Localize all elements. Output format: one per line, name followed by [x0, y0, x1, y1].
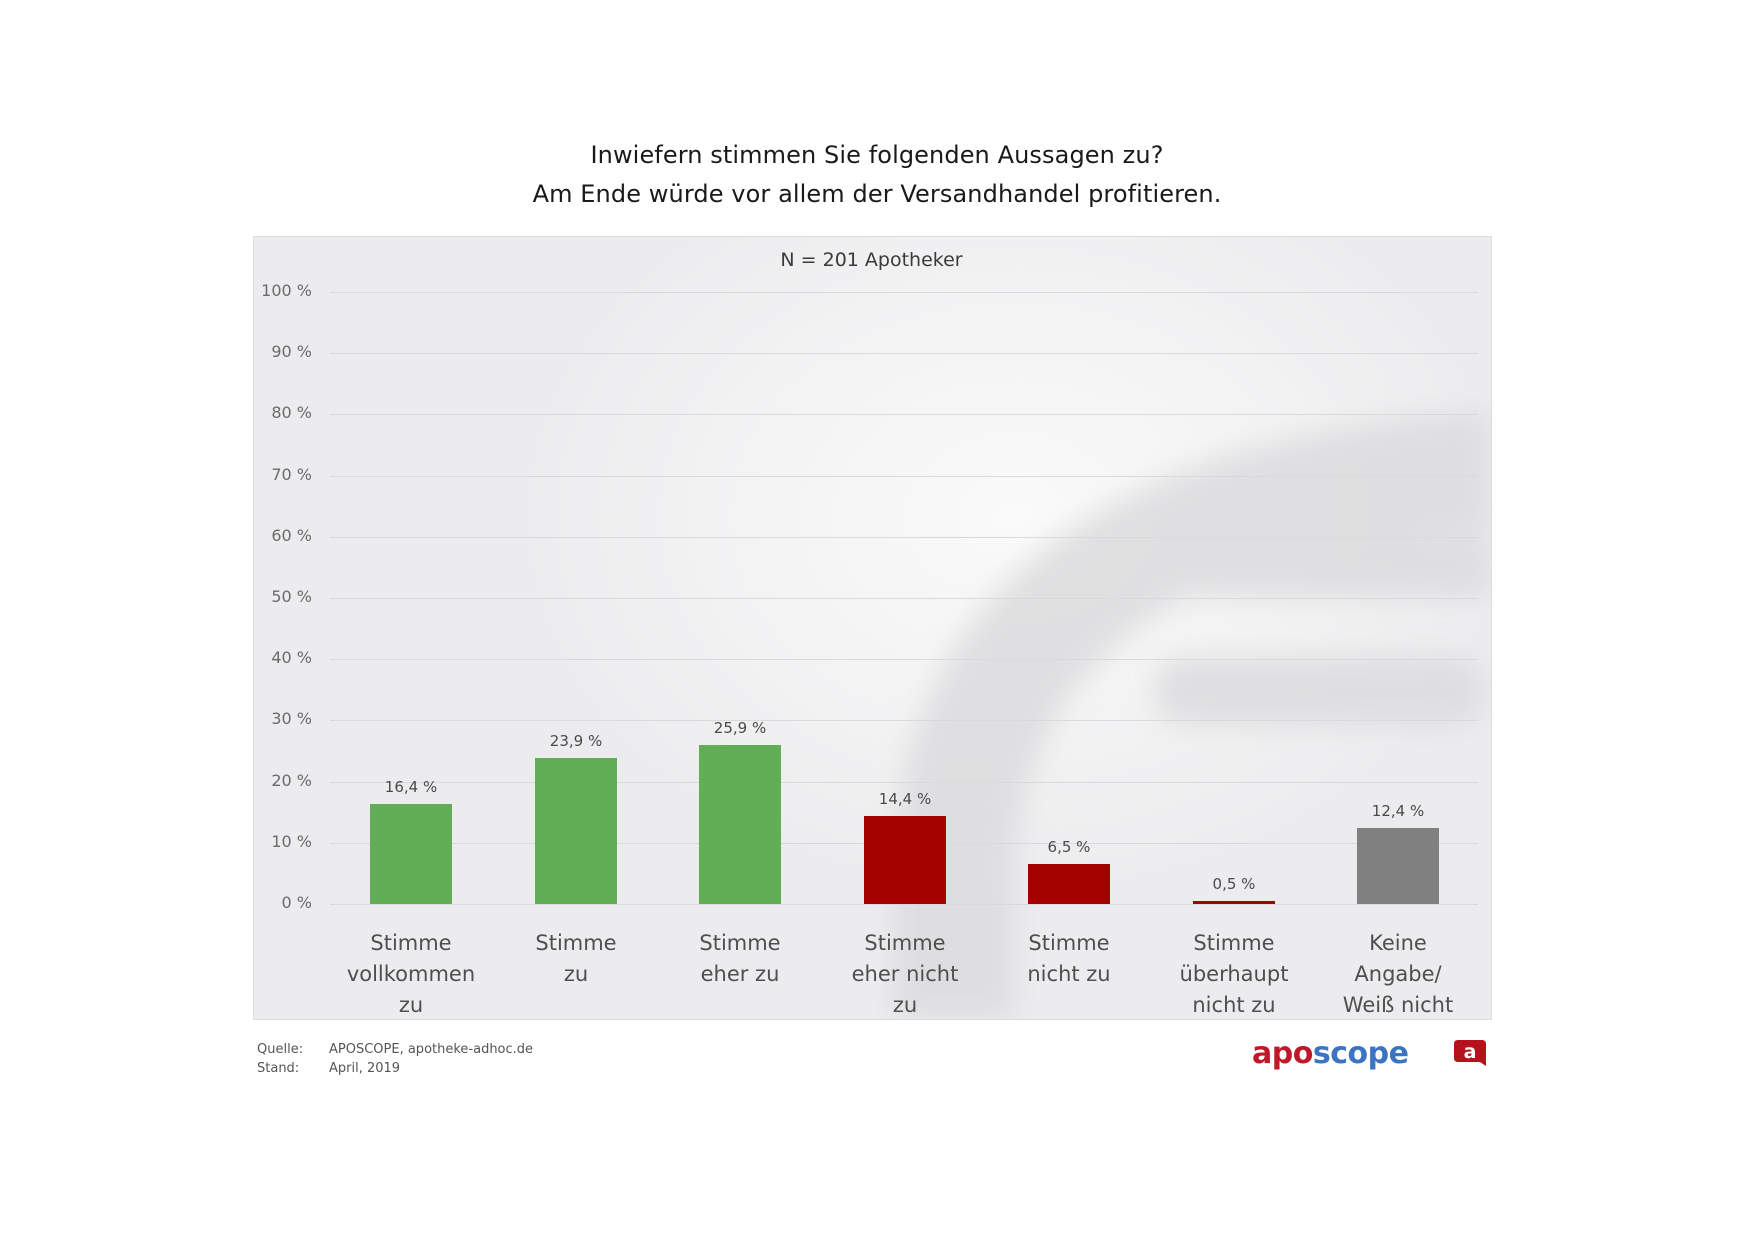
x-category-label: Stimme vollkommen zu [346, 931, 476, 1017]
gridline [330, 476, 1478, 477]
y-tick-label: 90 % [271, 342, 312, 361]
y-tick-label: 20 % [271, 771, 312, 790]
bar [1193, 901, 1275, 904]
data-label: 6,5 % [1047, 838, 1091, 856]
gridline [330, 292, 1478, 293]
source-label: Quelle: [257, 1042, 304, 1057]
bar [1357, 828, 1439, 904]
y-tick-label: 40 % [271, 648, 312, 667]
x-category-label: Stimme eher nicht zu [851, 931, 959, 1017]
bar [699, 745, 781, 904]
gridline [330, 659, 1478, 660]
logo-part-apo: apo [1252, 1036, 1313, 1071]
gridline [330, 414, 1478, 415]
y-tick-label: 30 % [271, 709, 312, 728]
source-value: APOSCOPE, apotheke-adhoc.de [329, 1042, 534, 1057]
chart-title-line-1: Inwiefern stimmen Sie folgenden Aussagen… [590, 141, 1164, 169]
x-category-label: Keine Angabe/ Weiß nicht [1342, 931, 1454, 1017]
gridline [330, 782, 1478, 783]
gridline [330, 598, 1478, 599]
y-tick-label: 80 % [271, 403, 312, 422]
y-tick-label: 60 % [271, 526, 312, 545]
euro-watermark-icon [894, 412, 1491, 1019]
badge-letter: a [1464, 1041, 1477, 1063]
date-label: Stand: [257, 1061, 300, 1076]
bar [864, 816, 946, 904]
data-label: 0,5 % [1212, 875, 1256, 893]
bar [370, 804, 452, 904]
gridline [330, 353, 1478, 354]
x-category-label: Stimme nicht zu [1027, 931, 1111, 986]
apotheke-adhoc-badge-icon: a [1454, 1040, 1486, 1066]
y-tick-label: 100 % [261, 281, 312, 300]
data-label: 14,4 % [878, 790, 932, 808]
gridline [330, 904, 1478, 905]
chart-title-line-2: Am Ende würde vor allem der Versandhande… [532, 180, 1222, 208]
x-category-label: Stimme eher zu [699, 931, 781, 986]
data-label: 16,4 % [384, 778, 438, 796]
chart-subtitle: N = 201 Apotheker [780, 249, 963, 271]
bar [1028, 864, 1110, 904]
aposcope-logo: aposcope [1252, 1036, 1409, 1071]
gridline [330, 537, 1478, 538]
bar [535, 758, 617, 904]
y-tick-label: 0 % [281, 893, 312, 912]
data-label: 25,9 % [713, 719, 767, 737]
x-category-label: Stimme zu [535, 931, 617, 986]
gridline [330, 720, 1478, 721]
x-category-label: Stimme überhaupt nicht zu [1179, 931, 1289, 1017]
logo-part-scope: scope [1312, 1036, 1409, 1071]
y-tick-label: 10 % [271, 832, 312, 851]
data-label: 12,4 % [1371, 802, 1425, 820]
y-tick-label: 70 % [271, 465, 312, 484]
y-tick-label: 50 % [271, 587, 312, 606]
date-value: April, 2019 [329, 1061, 401, 1076]
data-label: 23,9 % [549, 732, 603, 750]
